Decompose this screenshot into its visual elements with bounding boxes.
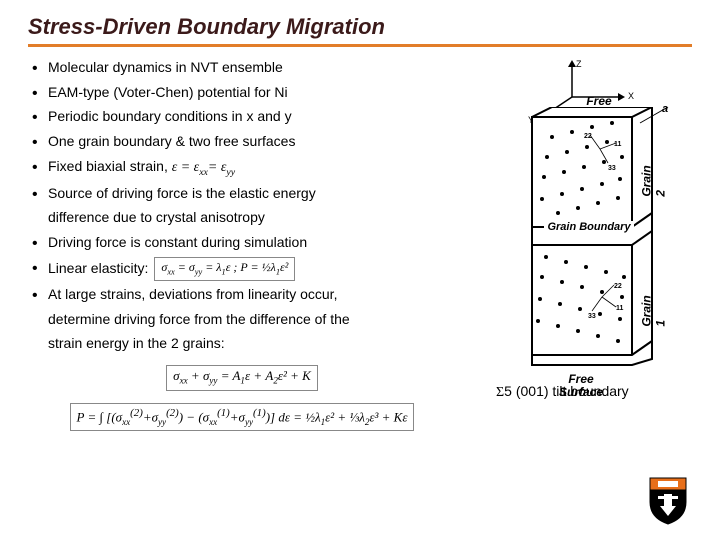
title-underline <box>28 44 692 47</box>
bullet-item: EAM-type (Voter-Chen) potential for Ni <box>32 82 452 104</box>
page-title: Stress-Driven Boundary Migration <box>0 0 720 42</box>
axis-num: 33 <box>608 165 616 172</box>
bullet-item: Linear elasticity: σxx = σyy = λ1ε ; P =… <box>32 257 452 281</box>
tilt-text: 5 (001) tilt boundary <box>504 383 629 399</box>
bullet-cont: strain energy in the 2 grains: <box>32 333 452 355</box>
large-strain-formula-1: σxx + σyy = A1ε + A2ε² + K <box>166 365 318 390</box>
axis-num: 11 <box>614 141 621 148</box>
bicrystal-diagram: 22 11 33 22 11 33 Grain Boundary a Grain… <box>522 117 662 367</box>
grain2-label: Grain 2 <box>640 165 668 196</box>
bullet-text: Fixed biaxial strain, <box>48 158 172 174</box>
axis-num: 22 <box>614 283 622 290</box>
bullet-item: One grain boundary & two free surfaces <box>32 131 452 153</box>
content-row: Molecular dynamics in NVT ensemble EAM-t… <box>0 57 720 431</box>
diagram-column: Z X Y Free Surface <box>452 57 700 431</box>
bullet-item: Source of driving force is the elastic e… <box>32 183 452 205</box>
grain-boundary-label: Grain Boundary <box>544 221 634 233</box>
bullet-item: Fixed biaxial strain, ε = εxx= εyy <box>32 156 452 180</box>
bullet-cont: difference due to crystal anisotropy <box>32 207 452 229</box>
tilt-boundary-label: Σ5 (001) tilt boundary <box>496 383 629 401</box>
bullet-item: Molecular dynamics in NVT ensemble <box>32 57 452 79</box>
grain1-label: Grain 1 <box>640 295 668 326</box>
axis-num: 33 <box>588 313 596 320</box>
logo-shield-icon <box>646 474 690 526</box>
depth-a-label: a <box>662 103 668 115</box>
axis-z-label: Z <box>576 59 582 69</box>
cube-edges <box>522 107 672 367</box>
strain-formula: ε = εxx= εyy <box>172 160 235 175</box>
bullet-item: At large strains, deviations from linear… <box>32 284 452 306</box>
bullet-column: Molecular dynamics in NVT ensemble EAM-t… <box>32 57 452 431</box>
axis-num: 22 <box>584 133 592 140</box>
bullet-cont: determine driving force from the differe… <box>32 309 452 331</box>
elastic-formula: σxx = σyy = λ1ε ; P = ½λ1ε² <box>154 257 295 281</box>
bullet-item: Periodic boundary conditions in x and y <box>32 106 452 128</box>
bullet-item: Driving force is constant during simulat… <box>32 232 452 254</box>
axis-num: 11 <box>616 305 623 312</box>
bullet-text: Linear elasticity: <box>48 258 148 280</box>
large-strain-formula-2: P = ∫ [(σxx(2)+σyy(2)) − (σxx(1)+σyy(1))… <box>70 403 415 432</box>
